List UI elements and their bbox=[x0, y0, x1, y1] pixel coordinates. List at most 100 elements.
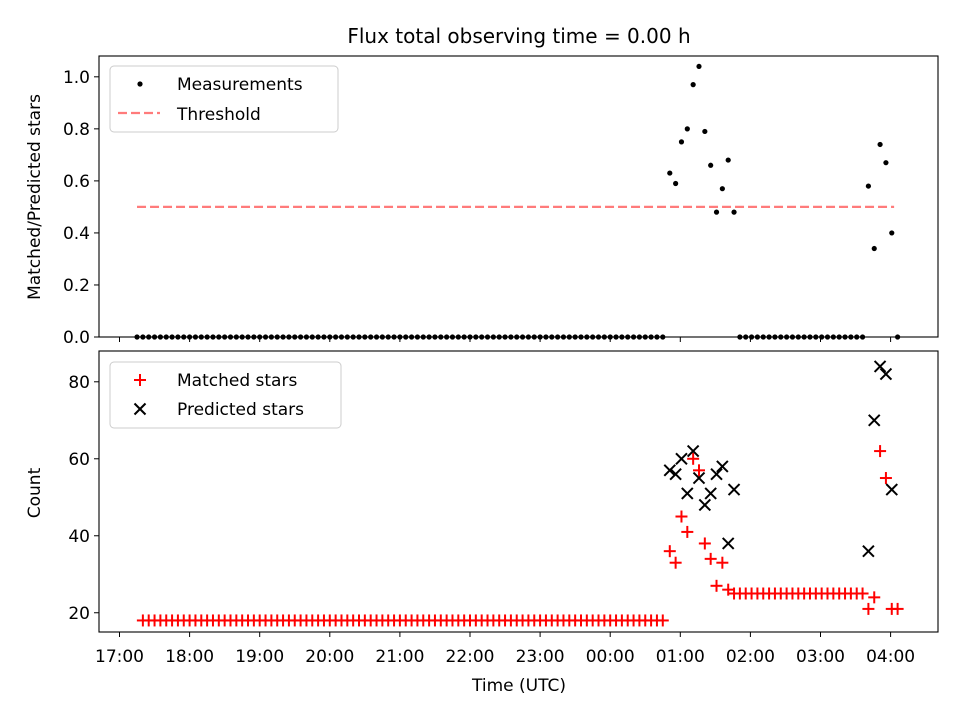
measurement-point bbox=[702, 128, 708, 135]
predicted-star-point bbox=[692, 471, 706, 485]
matched-star-point bbox=[704, 552, 717, 565]
predicted-star-stroke-b bbox=[704, 487, 717, 500]
predicted-star-point bbox=[885, 483, 898, 496]
measurement-point bbox=[865, 183, 872, 189]
top-plot-frame bbox=[98, 55, 939, 338]
measurement-point bbox=[678, 139, 685, 145]
matched-star-point bbox=[663, 545, 676, 558]
bottom-ytick-label: 60 bbox=[68, 450, 90, 470]
xtick-label: 20:00 bbox=[305, 647, 354, 667]
predicted-star-point bbox=[698, 498, 712, 512]
predicted-star-point bbox=[663, 464, 676, 477]
xtick-label: 21:00 bbox=[375, 647, 424, 667]
predicted-star-stroke-b bbox=[727, 483, 741, 496]
measurement-point bbox=[877, 141, 883, 148]
measurement-point bbox=[713, 209, 720, 215]
matched-star-point bbox=[856, 587, 869, 600]
xtick-label: 00:00 bbox=[586, 647, 635, 667]
xtick-label: 02:00 bbox=[726, 647, 775, 667]
predicted-star-point bbox=[681, 487, 694, 500]
predicted-star-stroke-b bbox=[698, 498, 712, 512]
matched-star-point bbox=[698, 537, 711, 550]
predicted-star-stroke-b bbox=[663, 464, 676, 477]
predicted-star-point bbox=[704, 487, 717, 500]
bottom-ytick-label: 40 bbox=[68, 527, 90, 547]
measurement-point bbox=[871, 245, 877, 252]
xtick-label: 01:00 bbox=[656, 647, 705, 667]
predicted-star-stroke-b bbox=[885, 483, 898, 496]
bottom-ylabel: Count bbox=[25, 467, 45, 518]
predicted-star-point bbox=[862, 544, 875, 558]
predicted-star-point bbox=[727, 483, 741, 496]
predicted-star-stroke-b bbox=[862, 544, 875, 558]
xtick-label: 22:00 bbox=[446, 647, 495, 667]
bottom-ytick-label: 80 bbox=[68, 373, 90, 393]
measurement-point bbox=[731, 209, 737, 215]
predicted-star-point bbox=[686, 444, 700, 458]
measurement-point bbox=[684, 126, 690, 132]
predicted-star-point bbox=[710, 467, 723, 481]
predicted-star-stroke-b bbox=[879, 367, 893, 381]
measurement-point bbox=[696, 63, 702, 70]
xtick-label: 03:00 bbox=[796, 647, 845, 667]
predicted-star-stroke-b bbox=[681, 487, 694, 500]
predicted-star-stroke-b bbox=[716, 460, 729, 473]
top-panel: 0.0 0.2 0.4 0.6 0.8 1.0 bbox=[63, 55, 939, 348]
top-ytick-label: 0.8 bbox=[63, 120, 90, 140]
measurement-point bbox=[667, 170, 673, 176]
xtick-label: 23:00 bbox=[516, 647, 565, 667]
measurement-point bbox=[725, 157, 731, 163]
top-legend-frame bbox=[109, 65, 339, 133]
matched-star-point bbox=[710, 579, 723, 592]
matched-star-point bbox=[728, 587, 741, 600]
predicted-star-stroke-b bbox=[686, 444, 700, 458]
predicted-star-point bbox=[873, 360, 887, 373]
matched-star-point bbox=[692, 464, 705, 477]
predicted-star-stroke-b bbox=[873, 360, 887, 373]
matched-star-point bbox=[669, 556, 682, 569]
predicted-star-stroke-b bbox=[675, 452, 688, 465]
matched-star-point bbox=[716, 556, 729, 569]
measurement-point bbox=[719, 186, 725, 192]
legend-measurements-marker bbox=[137, 81, 143, 87]
bottom-ytick-label: 20 bbox=[68, 604, 90, 624]
xtick-label: 19:00 bbox=[235, 647, 284, 667]
predicted-star-point bbox=[868, 414, 881, 427]
xlabel: Time (UTC) bbox=[471, 676, 566, 696]
top-ytick-label: 1.0 bbox=[63, 68, 90, 88]
predicted-star-stroke-b bbox=[669, 467, 682, 481]
legend-matched-label: Matched stars bbox=[177, 371, 297, 391]
legend-threshold-label: Threshold bbox=[176, 105, 261, 125]
bottom-plot-frame bbox=[98, 350, 939, 633]
bottom-legend-frame bbox=[109, 361, 342, 429]
measurement-point bbox=[889, 230, 895, 236]
top-ytick-label: 0.2 bbox=[63, 276, 90, 296]
matched-star-point bbox=[656, 614, 669, 627]
matched-star-point bbox=[868, 591, 881, 604]
predicted-star-stroke-b bbox=[710, 467, 723, 481]
predicted-star-stroke-b bbox=[692, 471, 706, 485]
matched-star-point bbox=[891, 602, 904, 615]
legend-predicted-label: Predicted stars bbox=[177, 400, 304, 420]
measurement-point bbox=[673, 180, 679, 187]
bottom-legend: Matched stars Predicted stars bbox=[109, 361, 342, 429]
matched-star-point bbox=[874, 445, 887, 458]
legend-matched-marker bbox=[134, 374, 146, 386]
measurement-point bbox=[883, 160, 889, 166]
bottom-panel: 20 40 60 80 17:00 18:00 19:00 20:00 21:00 22:00 23… bbox=[68, 350, 939, 667]
matched-star-point bbox=[681, 525, 694, 538]
measurement-point bbox=[708, 162, 714, 168]
predicted-star-point bbox=[669, 467, 682, 481]
predicted-star-point bbox=[879, 367, 893, 381]
xtick-label: 17:00 bbox=[95, 647, 144, 667]
matched-star-point bbox=[675, 510, 688, 523]
top-ytick-label: 0.4 bbox=[63, 224, 90, 244]
top-ytick-label: 0.6 bbox=[63, 172, 90, 192]
top-ytick-label: 0.0 bbox=[63, 328, 90, 348]
top-legend: Measurements Threshold bbox=[109, 65, 339, 133]
xtick-label: 18:00 bbox=[165, 647, 214, 667]
predicted-star-point bbox=[675, 452, 688, 465]
legend-predicted-marker bbox=[133, 402, 147, 416]
measurement-point bbox=[690, 82, 696, 88]
